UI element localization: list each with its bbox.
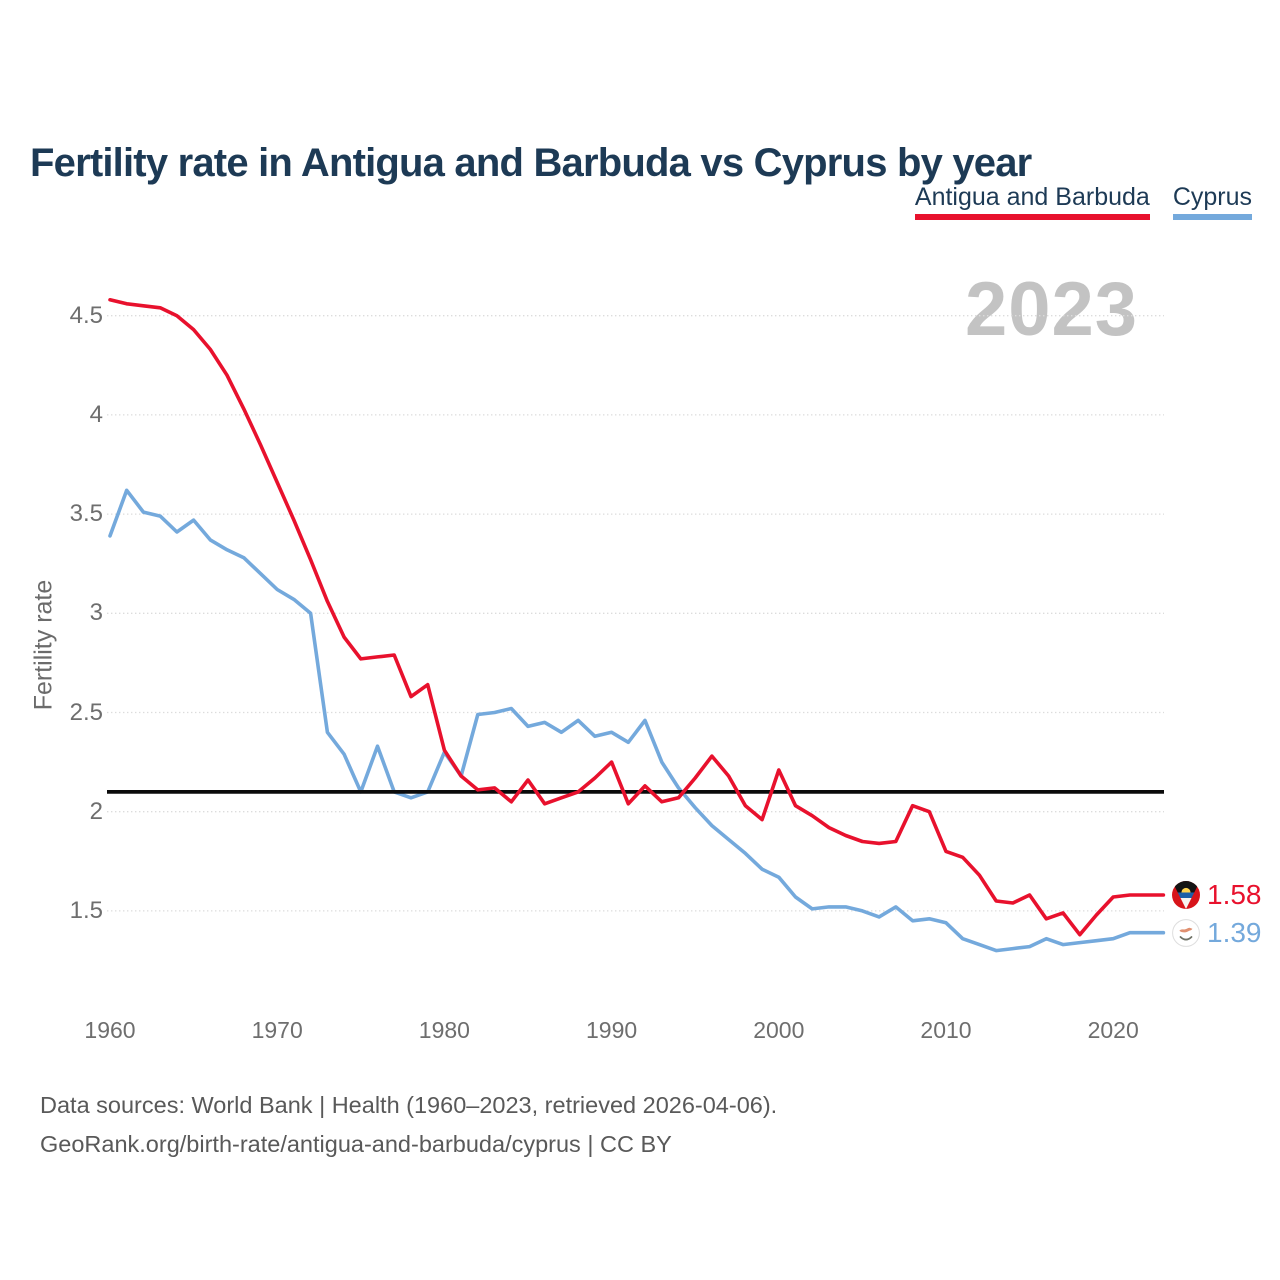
year-watermark: 2023	[965, 267, 1139, 352]
legend: Antigua and Barbuda Cyprus	[914, 183, 1252, 220]
legend-item-cyprus[interactable]: Cyprus	[1172, 183, 1252, 220]
y-tick-label: 3.5	[69, 500, 103, 528]
y-tick-label: 2.5	[69, 698, 103, 726]
cyprus-line	[108, 488, 1166, 953]
y-tick-label: 3	[89, 599, 103, 627]
x-tick-label: 1960	[84, 1017, 136, 1043]
y-tick-label: 4.5	[69, 301, 103, 329]
x-tick-label: 1980	[418, 1017, 470, 1043]
x-tick-label: 1990	[586, 1017, 638, 1043]
antigua-and-barbuda-line	[108, 297, 1166, 937]
gridlines	[107, 315, 1164, 912]
y-tick-label: 2	[89, 797, 103, 825]
y-tick-label: 1.5	[69, 896, 103, 924]
source-attribution: Data sources: World Bank | Health (1960–…	[40, 1086, 777, 1164]
antigua-and-barbuda-line	[108, 297, 1166, 937]
x-tick-label: 2000	[753, 1017, 805, 1043]
x-tick-label: 2010	[920, 1017, 972, 1043]
y-tick-label: 4	[89, 400, 103, 428]
cyprus-line	[108, 488, 1166, 953]
georank-attribution-line: GeoRank.org/birth-rate/antigua-and-barbu…	[40, 1131, 672, 1157]
data-sources-line: Data sources: World Bank | Health (1960–…	[40, 1092, 778, 1118]
page-title: Fertility rate in Antigua and Barbuda vs…	[30, 140, 1032, 185]
antigua-and-barbuda-flag-icon	[1172, 881, 1200, 910]
antigua-end-value: 1.58	[1207, 879, 1262, 911]
legend-item-antigua-and-barbuda[interactable]: Antigua and Barbuda	[914, 183, 1150, 220]
cyprus-end-value: 1.39	[1207, 916, 1262, 948]
x-tick-label: 2020	[1087, 1017, 1139, 1043]
x-tick-label: 1970	[251, 1017, 303, 1043]
cyprus-flag-icon	[1172, 918, 1200, 947]
